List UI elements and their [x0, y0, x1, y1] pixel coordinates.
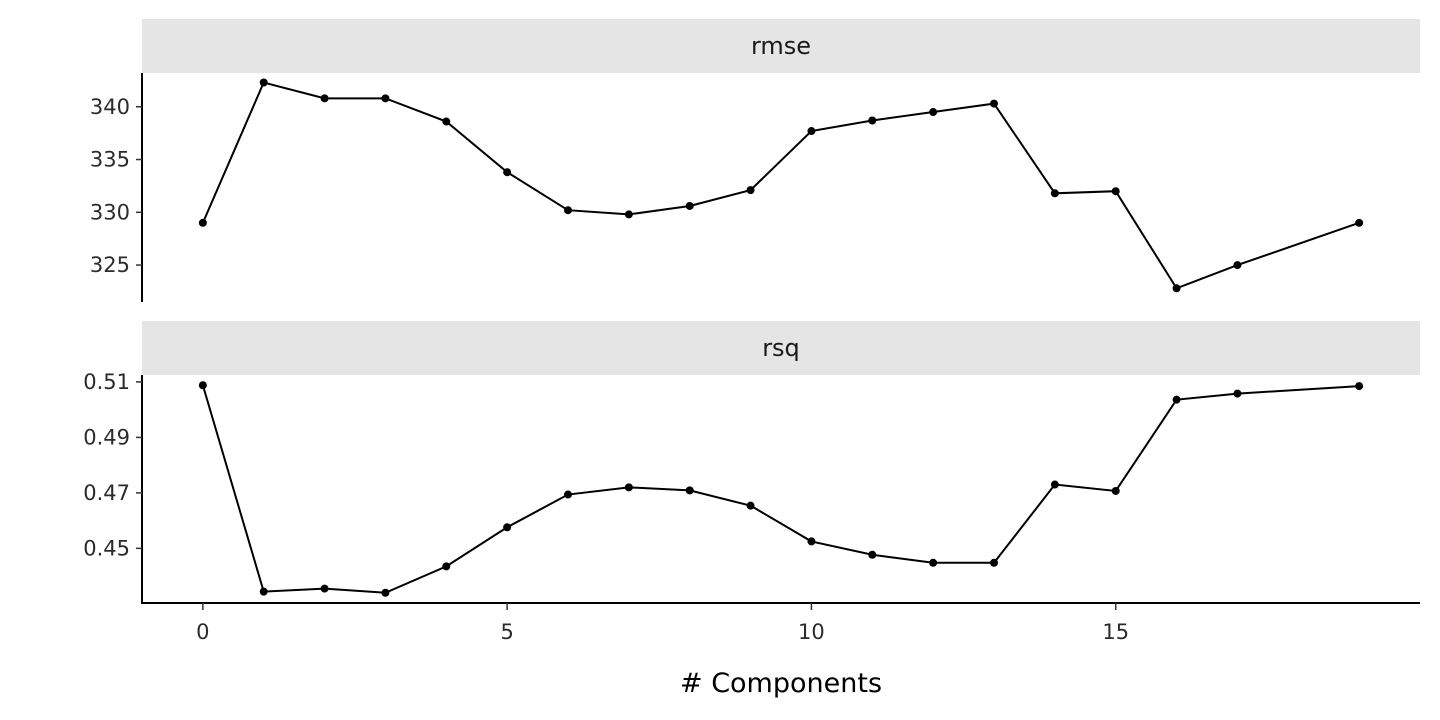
data-point-rsq-9 [746, 501, 755, 510]
y-tick-label-rmse-2: 335 [90, 148, 130, 172]
y-tick-label-rsq-2: 0.49 [83, 425, 130, 449]
data-point-rmse-8 [685, 201, 694, 210]
data-point-rmse-0 [198, 218, 207, 227]
data-point-rmse-1 [259, 78, 268, 87]
data-point-rsq-1 [259, 587, 268, 596]
y-tick-label-rsq-1: 0.47 [83, 481, 130, 505]
x-tick-label-3: 15 [1102, 620, 1129, 644]
data-point-rsq-13 [990, 558, 998, 567]
series-line-rsq [201, 384, 1360, 594]
facet-strip-label-rsq: rsq [762, 334, 800, 362]
data-point-rmse-11 [868, 116, 877, 125]
data-point-rmse-5 [503, 168, 512, 177]
series-line-rmse [201, 81, 1360, 290]
data-point-rsq-15 [1111, 486, 1120, 495]
x-tick-label-1: 5 [500, 620, 513, 644]
data-point-rmse-7 [624, 210, 633, 219]
facet-panel-rsq: rsq 0.45 0.47 0.49 0.51 [83, 321, 1420, 603]
y-tick-label-rsq-3: 0.51 [83, 370, 130, 394]
facet-strip-rmse [142, 19, 1420, 73]
y-tick-label-rmse-1: 330 [90, 200, 130, 224]
data-point-rmse-13 [990, 99, 998, 108]
data-point-rsq-6 [564, 490, 572, 499]
data-point-rsq-14 [1050, 480, 1059, 489]
y-ticks-rmse: 325 330 335 340 [90, 95, 142, 277]
data-point-rmse-9 [746, 186, 755, 195]
data-point-rsq-12 [929, 558, 938, 567]
data-point-rsq-10 [807, 537, 816, 546]
data-point-rmse-17 [1233, 261, 1242, 270]
y-tick-label-rsq-0: 0.45 [83, 536, 130, 560]
y-tick-label-rmse-0: 325 [90, 253, 130, 277]
data-point-rsq-0 [198, 381, 207, 390]
data-point-rsq-5 [503, 523, 512, 532]
facet-strip-label-rmse: rmse [751, 32, 811, 60]
data-point-rsq-8 [685, 486, 694, 495]
data-point-rsq-16 [1172, 395, 1181, 404]
data-point-rmse-12 [929, 108, 938, 117]
x-axis-title: # Components [680, 668, 882, 699]
data-point-rmse-15 [1111, 187, 1120, 196]
data-point-rsq-4 [442, 562, 451, 571]
data-point-rsq-18 [1355, 382, 1364, 391]
data-point-rmse-10 [807, 127, 816, 136]
facet-strip-rsq [142, 321, 1420, 375]
data-point-rmse-6 [564, 206, 572, 215]
data-point-rsq-2 [320, 584, 329, 593]
y-tick-label-rmse-3: 340 [90, 95, 130, 119]
series-rsq [198, 381, 1364, 597]
data-point-rmse-16 [1172, 284, 1181, 293]
data-point-rmse-14 [1050, 189, 1059, 198]
data-point-rsq-11 [868, 550, 877, 559]
data-point-rmse-18 [1355, 218, 1364, 227]
y-ticks-rsq: 0.45 0.47 0.49 0.51 [83, 370, 142, 560]
data-point-rsq-17 [1233, 389, 1242, 398]
data-point-rmse-4 [442, 117, 451, 126]
x-tick-label-2: 10 [798, 620, 825, 644]
x-tick-label-0: 0 [196, 620, 209, 644]
data-point-rmse-3 [381, 94, 390, 103]
data-point-rsq-7 [624, 483, 633, 492]
series-rmse [198, 78, 1364, 293]
data-point-rsq-3 [381, 588, 390, 597]
data-point-rmse-2 [320, 94, 329, 103]
x-ticks: 0 5 10 15 [196, 603, 1129, 644]
facet-panel-rmse: rmse 325 330 335 340 [90, 19, 1420, 302]
